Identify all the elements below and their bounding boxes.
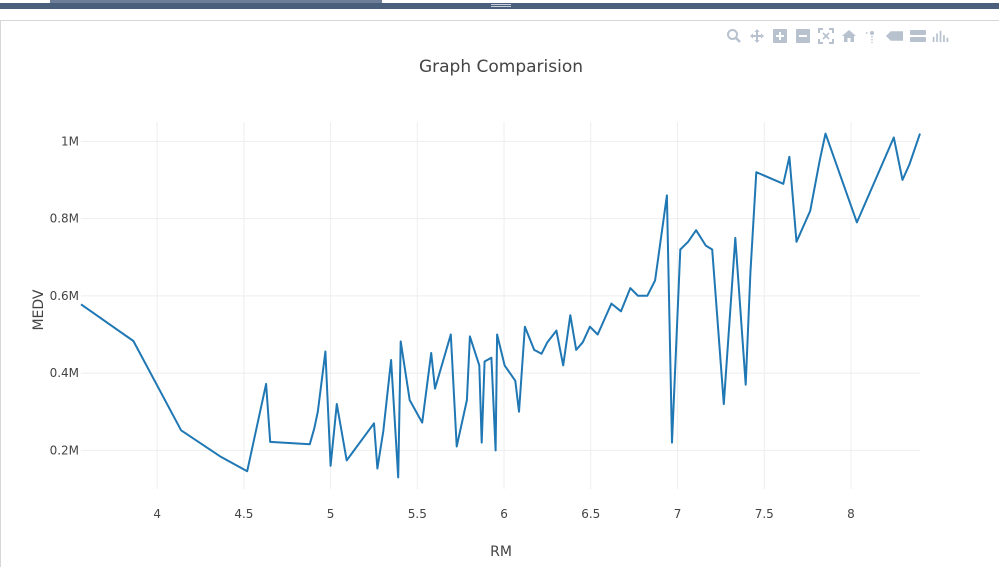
x-tick-label: 8 [847,507,855,521]
y-tick-label: 0.2M [50,443,79,457]
y-tick-label: 0.8M [50,212,79,226]
series-layer [80,132,921,479]
y-tick-label: 1M [61,134,79,148]
zoom-icon[interactable] [724,27,743,46]
x-tick-label: 4.5 [234,507,253,521]
window-top-bar [0,0,999,9]
x-tick-label: 5.5 [408,507,427,521]
x-tick-label: 5 [327,507,335,521]
hover-compare-icon[interactable] [908,27,927,46]
x-axis-label: RM [490,544,512,560]
zoom-in-icon[interactable] [770,27,789,46]
reset-axes-icon[interactable] [839,27,858,46]
hover-closest-icon[interactable] [885,27,904,46]
panel-left-border [0,20,1,567]
plotly-logo-icon[interactable] [931,27,950,46]
y-gridlines [81,140,920,451]
y-axis-label: MEDV [31,289,47,330]
zoom-out-icon[interactable] [793,27,812,46]
y-tick-label: 0.4M [50,366,79,380]
plot-modebar [724,25,950,47]
chart-title: Graph Comparision [419,57,583,77]
x-tick-label: 7 [674,507,682,521]
resize-handle-icon[interactable] [491,3,511,9]
y-tick-labels: 0.2M 0.4M 0.6M 0.8M 1M [50,134,79,457]
x-tick-label: 7.5 [755,507,774,521]
x-tick-label: 4 [153,507,161,521]
panel-divider [0,20,999,21]
x-gridlines [156,122,852,489]
autoscale-icon[interactable] [816,27,835,46]
spike-lines-icon[interactable] [862,27,881,46]
x-tick-label: 6 [500,507,508,521]
scroll-thumb[interactable] [50,0,382,3]
pan-icon[interactable] [747,27,766,46]
y-tick-label: 0.6M [50,289,79,303]
x-tick-labels: 4 4.5 5 5.5 6 6.5 7 7.5 8 [153,507,854,521]
series-line[interactable] [80,132,921,479]
x-tick-label: 6.5 [581,507,600,521]
